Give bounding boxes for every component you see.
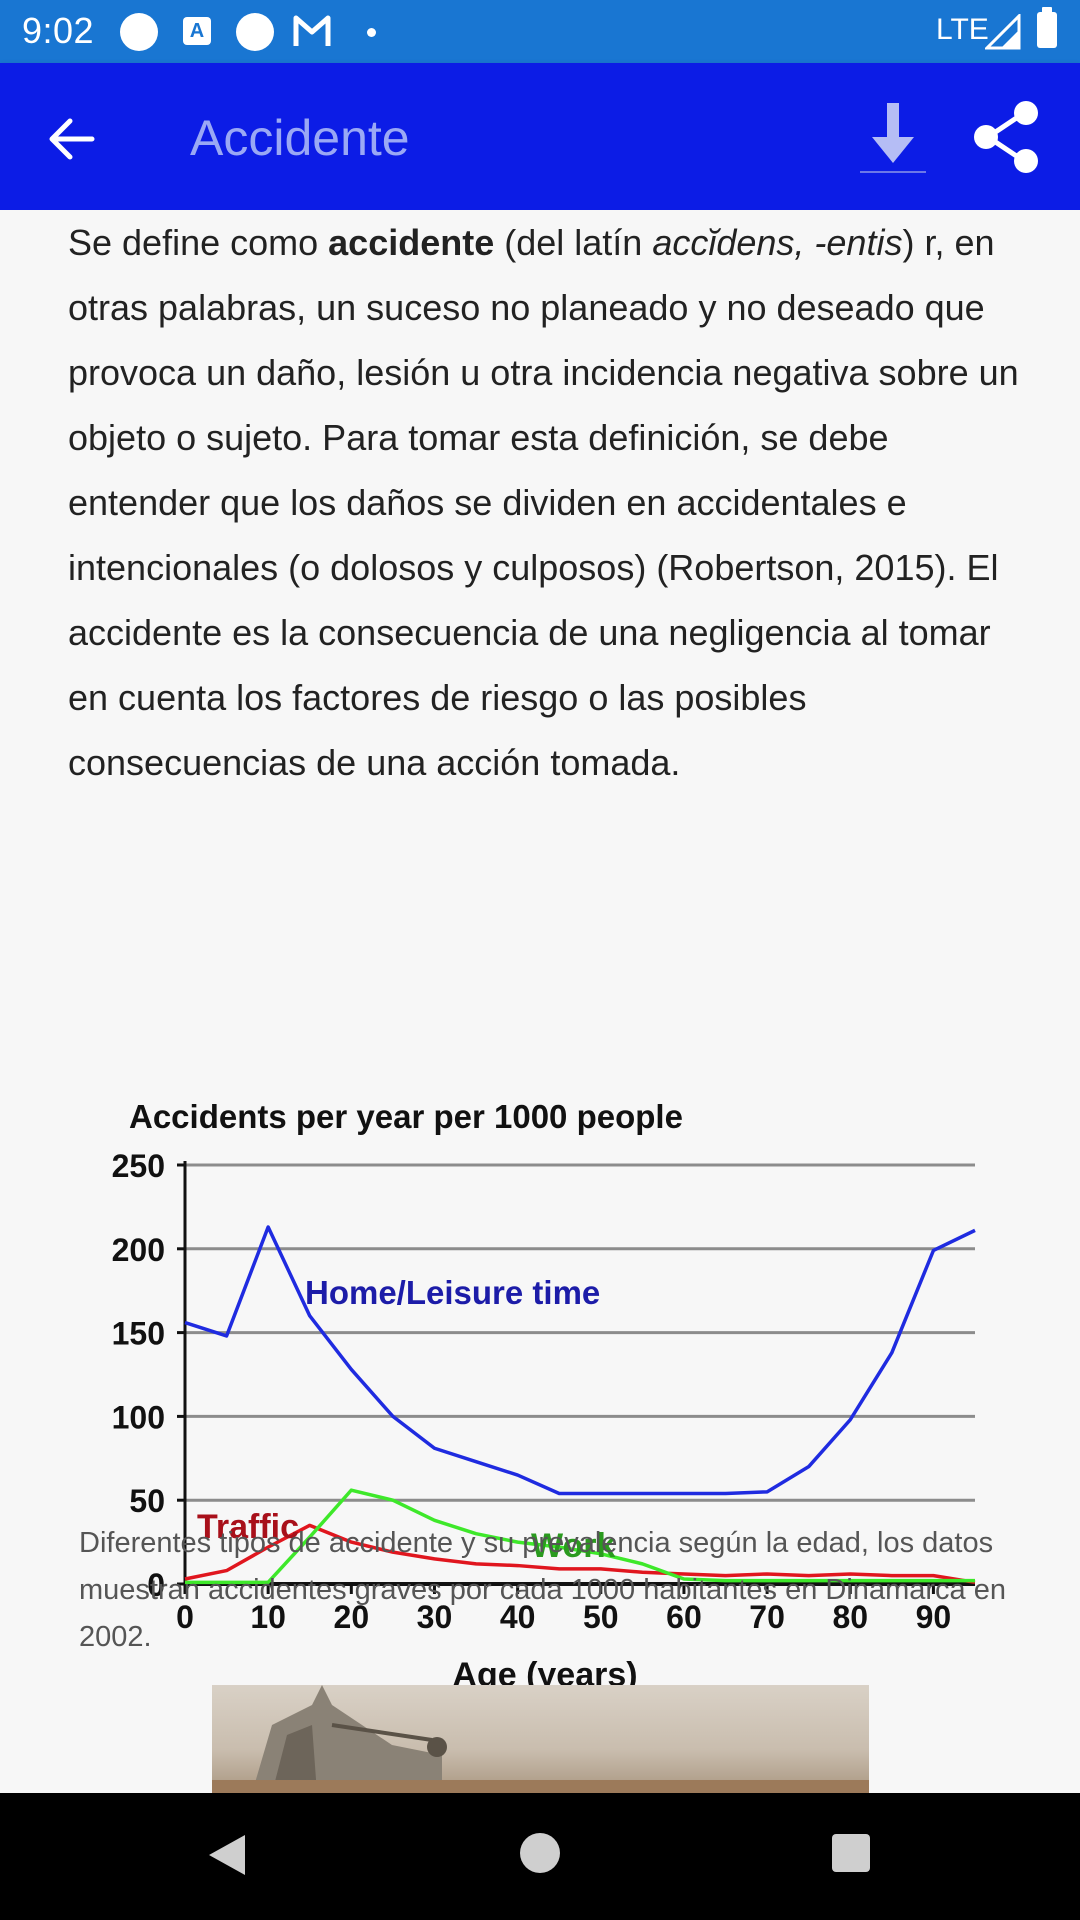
status-time: 9:02 [22,10,95,51]
article-content[interactable]: Se define como accidente (del latín accĭ… [0,210,1080,1793]
x-tick-0: 0 [176,1599,194,1635]
chart-series [184,1225,976,1585]
font-app-icon: A [183,17,211,45]
series-line-home-leisure-time [184,1225,976,1496]
status-bar: 9:02 A LTE [0,0,1080,63]
y-tick-50: 50 [129,1483,165,1519]
industrial-scene-image [212,1685,869,1793]
more-notifications-icon [367,28,376,37]
y-tick-100: 100 [112,1399,165,1435]
article-image[interactable] [212,1685,869,1793]
navigation-bar [0,1793,1080,1920]
x-tick-90: 90 [916,1599,952,1635]
nav-recents-icon[interactable] [832,1834,870,1872]
chart-title: Accidents per year per 1000 people [129,1098,683,1135]
gmail-icon [293,15,331,46]
series-line-work [185,1488,975,1585]
share-icon[interactable] [972,99,1042,175]
chart-caption: Diferentes tipos de accidente y su preva… [79,1527,1006,1653]
page-title: Accidente [190,110,410,166]
chart-axes [177,1161,975,1594]
bold-term: accidente [328,222,495,263]
notification-circle-icon [120,13,158,51]
etymology: accĭdens, -entis [652,222,903,263]
back-arrow-icon[interactable] [42,109,102,169]
home-series-label: Home/Leisure time [305,1274,600,1311]
x-tick-10: 10 [250,1599,286,1635]
chart-grid [185,1163,975,1502]
x-tick-70: 70 [749,1599,785,1635]
network-type: LTE [936,13,989,46]
work-series-label: Work [531,1527,615,1565]
x-tick-80: 80 [832,1599,868,1635]
x-tick-20: 20 [334,1599,370,1635]
app-bar: Accidente [0,63,1080,210]
x-tick-60: 60 [666,1599,702,1635]
battery-icon [1037,7,1057,48]
y-tick-0: 0 [147,1567,165,1603]
y-tick-250: 250 [112,1148,165,1184]
y-tick-200: 200 [112,1232,165,1268]
article-paragraph: Se define como accidente (del latín accĭ… [68,222,1019,783]
y-tick-labels: 0 50 100 150 200 250 [112,1148,165,1603]
nav-home-icon[interactable] [520,1833,560,1873]
accidents-chart: Accidents per year per 1000 people 0 50 10… [112,1098,976,1694]
nav-back-icon[interactable] [205,1833,247,1877]
signal-icon [985,14,1021,50]
notification-circle-icon [236,13,274,51]
download-icon[interactable] [858,99,928,179]
x-tick-30: 30 [417,1599,453,1635]
x-tick-40: 40 [500,1599,536,1635]
x-tick-labels: 0 10 20 30 40 50 60 70 80 90 [176,1599,951,1635]
y-tick-150: 150 [112,1316,165,1352]
traffic-series-label: Traffic [197,1508,299,1546]
x-tick-50: 50 [583,1599,619,1635]
